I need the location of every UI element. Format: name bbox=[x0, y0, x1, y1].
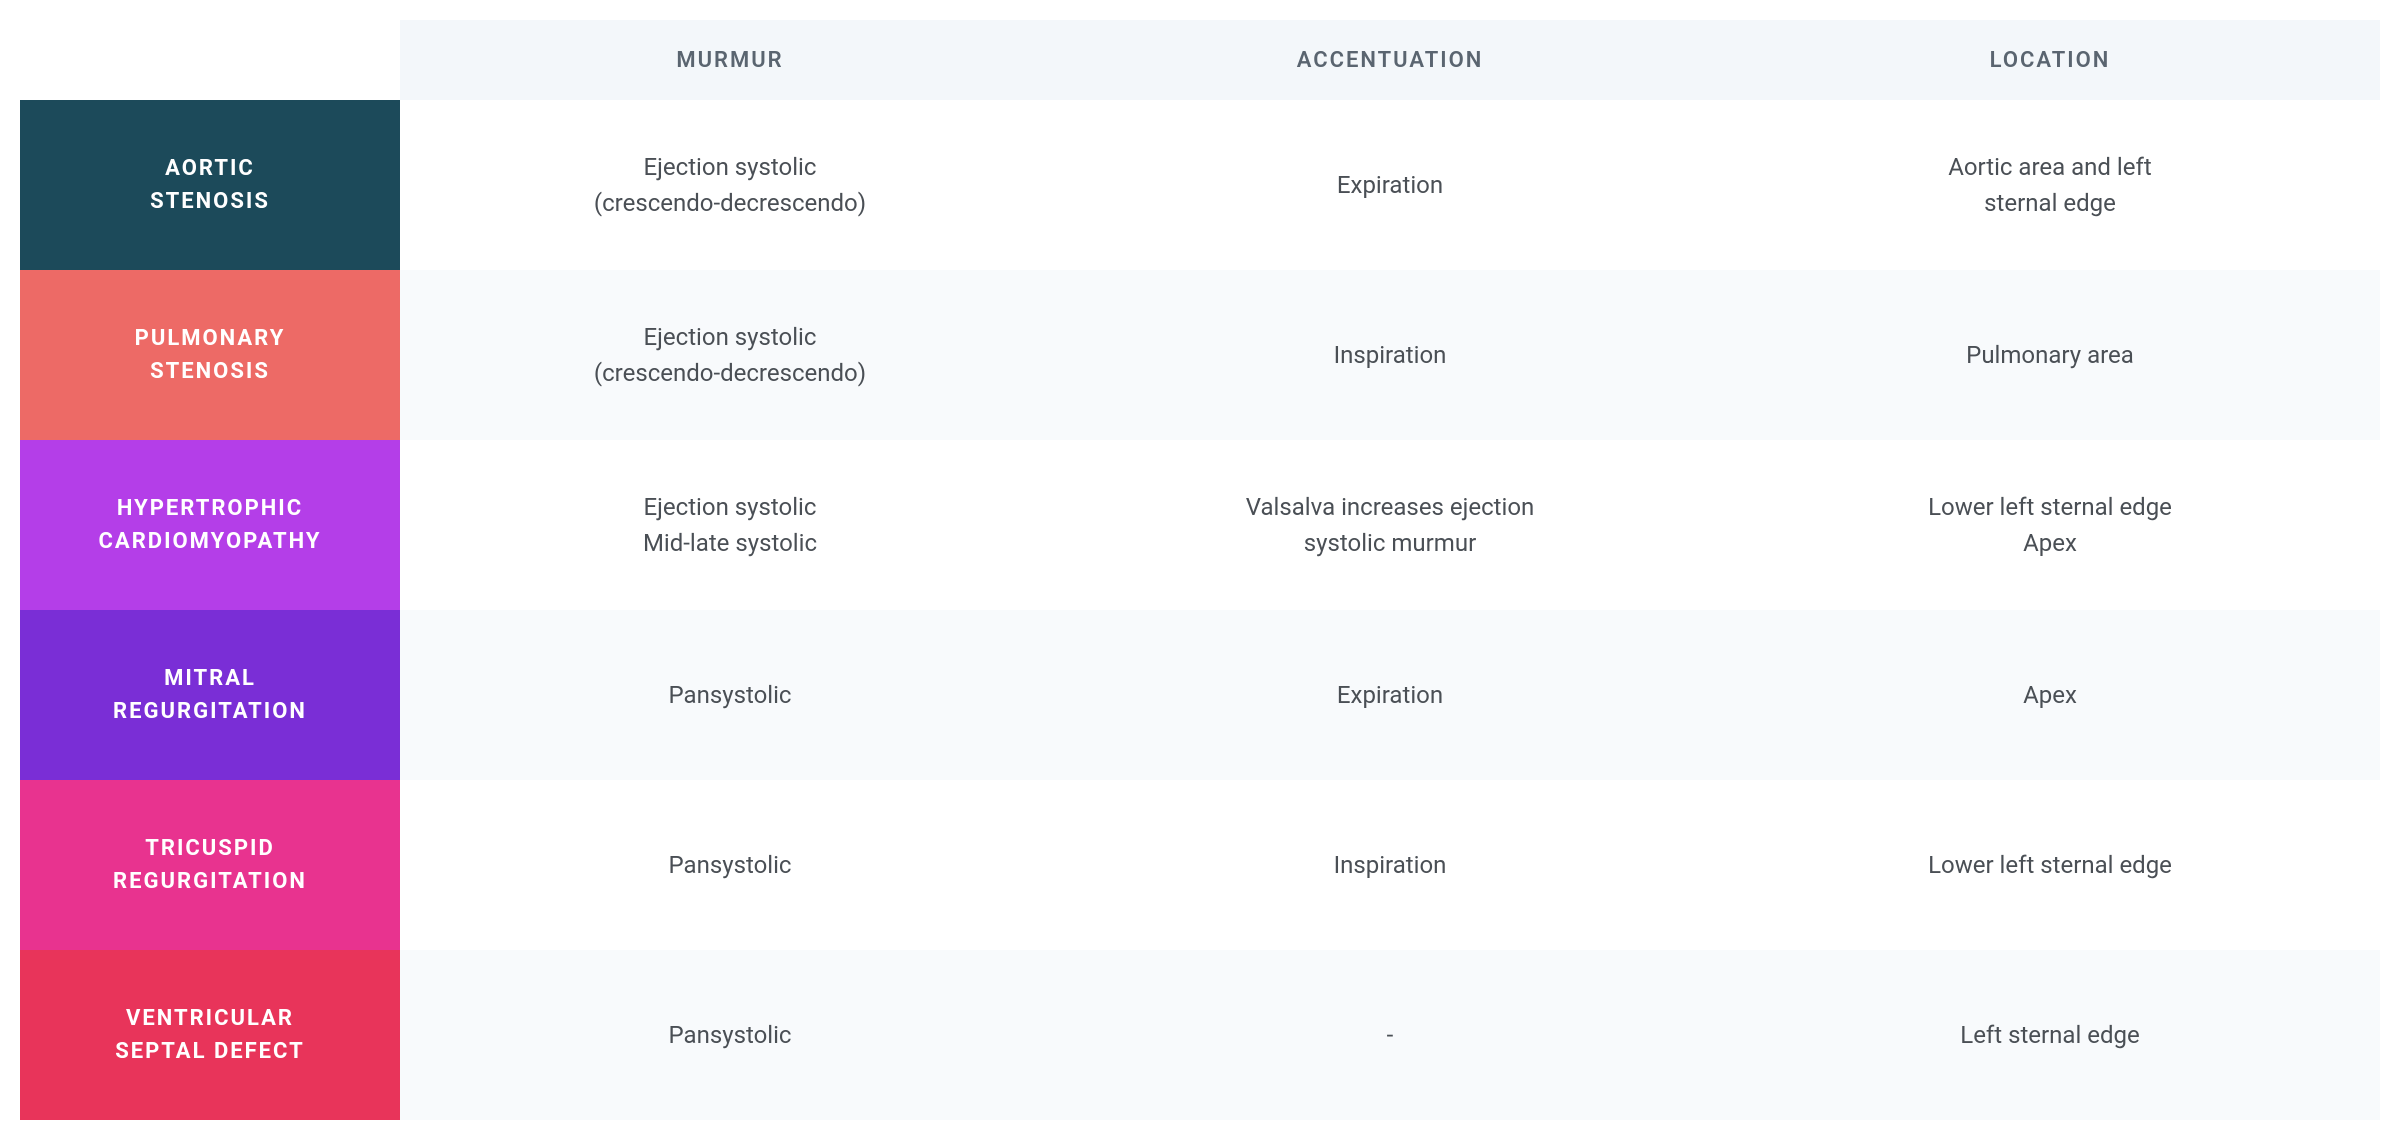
table-cell: Pulmonary area bbox=[1720, 270, 2380, 440]
table-cell: Valsalva increases ejection systolic mur… bbox=[1060, 440, 1720, 610]
murmur-comparison-table: MURMURACCENTUATIONLOCATION AORTIC STENOSI… bbox=[20, 20, 2380, 1120]
row-header: AORTIC STENOSIS bbox=[20, 100, 400, 270]
row-header: TRICUSPID REGURGITATION bbox=[20, 780, 400, 950]
table-cell: Ejection systolic (crescendo-decrescendo… bbox=[400, 100, 1060, 270]
table-cell: Lower left sternal edge Apex bbox=[1720, 440, 2380, 610]
column-header: LOCATION bbox=[1720, 20, 2380, 100]
table-cell: Pansystolic bbox=[400, 610, 1060, 780]
table-cell: Aortic area and left sternal edge bbox=[1720, 100, 2380, 270]
row-header: MITRAL REGURGITATION bbox=[20, 610, 400, 780]
table-cell: - bbox=[1060, 950, 1720, 1120]
table-corner bbox=[20, 20, 400, 100]
table-cell: Ejection systolic Mid-late systolic bbox=[400, 440, 1060, 610]
table-cell: Expiration bbox=[1060, 100, 1720, 270]
table-cell: Left sternal edge bbox=[1720, 950, 2380, 1120]
table-cell: Ejection systolic (crescendo-decrescendo… bbox=[400, 270, 1060, 440]
table-cell: Lower left sternal edge bbox=[1720, 780, 2380, 950]
table-cell: Inspiration bbox=[1060, 270, 1720, 440]
table-cell: Pansystolic bbox=[400, 780, 1060, 950]
table-cell: Inspiration bbox=[1060, 780, 1720, 950]
row-header: VENTRICULAR SEPTAL DEFECT bbox=[20, 950, 400, 1120]
table-cell: Apex bbox=[1720, 610, 2380, 780]
table-cell: Expiration bbox=[1060, 610, 1720, 780]
row-header: HYPERTROPHIC CARDIOMYOPATHY bbox=[20, 440, 400, 610]
table-cell: Pansystolic bbox=[400, 950, 1060, 1120]
row-header: PULMONARY STENOSIS bbox=[20, 270, 400, 440]
column-header: MURMUR bbox=[400, 20, 1060, 100]
column-header: ACCENTUATION bbox=[1060, 20, 1720, 100]
